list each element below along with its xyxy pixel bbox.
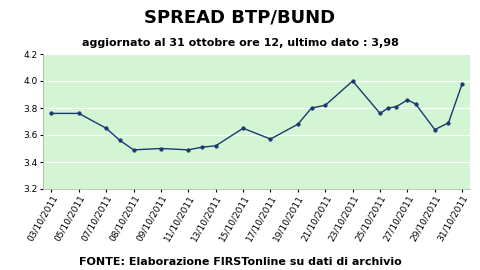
Text: aggiornato al 31 ottobre ore 12, ultimo dato : 3,98: aggiornato al 31 ottobre ore 12, ultimo … bbox=[82, 38, 398, 48]
Text: FONTE: Elaborazione FIRSTonline su dati di archivio: FONTE: Elaborazione FIRSTonline su dati … bbox=[79, 257, 401, 267]
Text: SPREAD BTP/BUND: SPREAD BTP/BUND bbox=[144, 8, 336, 26]
